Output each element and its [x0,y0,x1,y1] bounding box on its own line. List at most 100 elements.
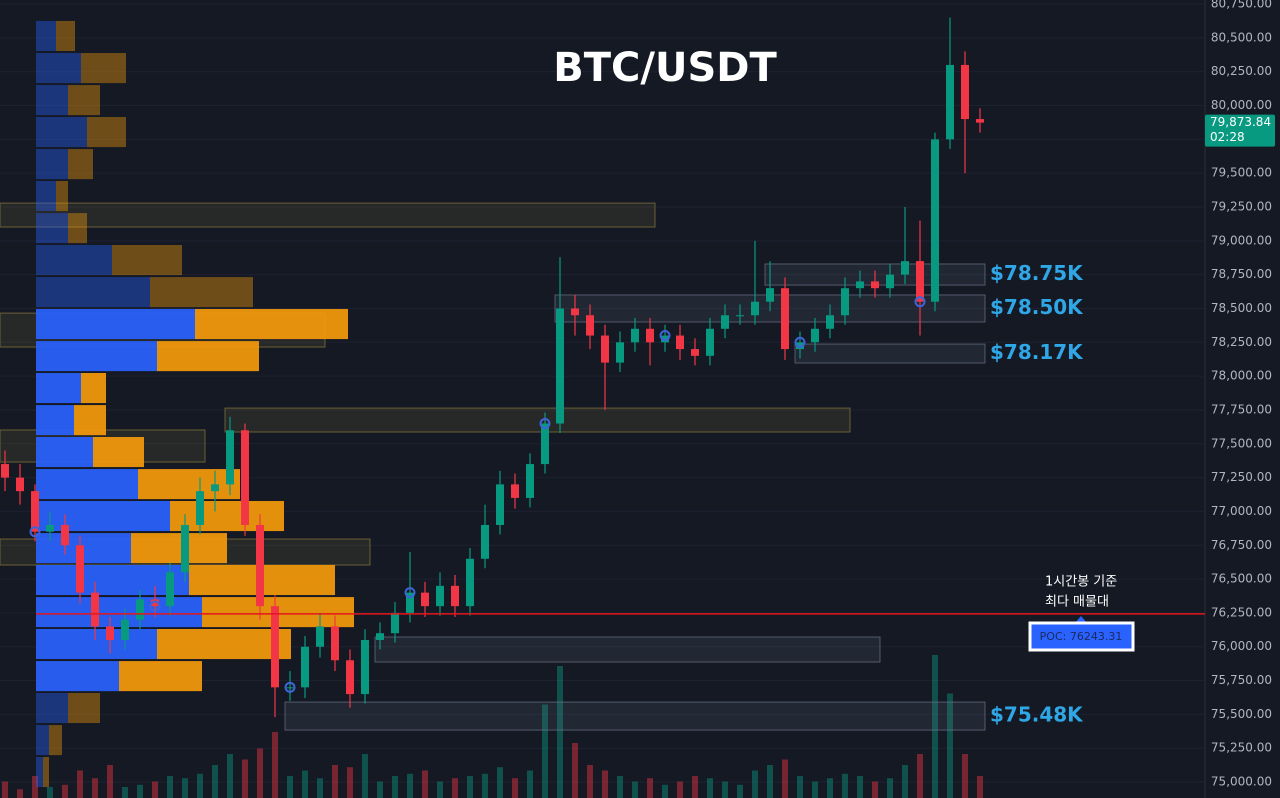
volume-bar [332,765,338,798]
volume-bar [92,778,98,798]
candle-body [931,139,939,302]
volume-bar [17,789,23,798]
candle-body [1,464,9,478]
profile-sell [93,437,144,468]
candle-body [511,484,519,498]
y-tick-label: 78,750.00 [1211,267,1272,281]
candle-body [466,558,474,607]
candle-body [526,464,534,498]
price-tag [1205,114,1275,147]
profile-buy [36,309,195,340]
volume-bar [857,776,863,798]
y-tick-label: 75,500.00 [1211,707,1272,721]
candle-body [601,335,609,363]
candle-body [256,524,264,607]
candle-body [76,545,84,593]
volume-bar [317,778,323,798]
candle-body [286,687,294,689]
y-tick-label: 78,500.00 [1211,301,1272,315]
profile-sell [81,53,126,84]
volume-bar [422,770,428,798]
price-tag-countdown: 02:28 [1210,130,1245,144]
y-tick-label: 79,000.00 [1211,233,1272,247]
candle-body [166,572,174,607]
profile-sell [87,117,126,148]
candle-body [631,328,639,343]
profile-buy [36,501,170,532]
candle-body [946,64,954,140]
profile-buy [36,181,56,212]
volume-bar [707,778,713,798]
profile-buy [36,277,150,308]
volume-bar [767,765,773,798]
candle-body [331,626,339,661]
volume-bar [797,776,803,798]
zone-label: $78.50K [990,295,1084,319]
volume-bar [827,778,833,798]
y-tick-label: 75,750.00 [1211,673,1272,687]
signal-marker [539,417,551,429]
candle-body [46,524,54,532]
volume-bar [452,778,458,798]
annotation: 최다 매물대 [1045,595,1109,610]
candle-body [751,301,759,316]
y-tick-label: 79,500.00 [1211,166,1272,180]
profile-sell [157,628,291,660]
profile-buy [36,564,189,596]
volume-bar [287,776,293,798]
volume-bar [527,770,533,798]
volume-bar [557,666,563,798]
profile-buy [36,213,68,244]
profile-buy [36,628,157,660]
volume-bar [152,781,158,798]
poc-pointer [1075,616,1087,623]
poc-box [1028,621,1135,652]
y-tick-label: 80,000.00 [1211,98,1272,112]
candle-body [241,430,249,525]
profile-sell [131,533,227,564]
profile-sell [138,469,240,500]
profile-sell [56,181,68,212]
profile-buy [36,597,202,628]
volume-bar [677,781,683,798]
candle-body [976,119,984,123]
candle-body [481,524,489,559]
candle-body [16,477,24,492]
volume-bar [662,784,668,798]
volume-bar [377,781,383,798]
volume-bar [812,781,818,798]
volume-bar [587,765,593,798]
candle-body [496,484,504,525]
volume-bar [647,778,653,798]
candle-body [61,524,69,546]
zone [0,202,656,228]
candle-body [361,639,369,695]
volume-bar [227,754,233,798]
profile-buy [36,245,112,276]
volume-bar [737,784,743,798]
candle-body [226,430,234,485]
volume-bar [107,765,113,798]
volume-bar [947,693,953,798]
y-tick-label: 77,750.00 [1211,402,1272,416]
volume-bar [692,776,698,798]
candle-body [346,660,354,695]
zone [284,701,986,731]
profile-buy [36,373,81,404]
volume-bar [917,754,923,798]
volume-bar [602,770,608,798]
signal-marker [149,600,161,612]
candle-body [706,328,714,356]
candle-body [151,599,159,607]
candle-body [451,585,459,607]
profile-sell [68,692,100,724]
volume-bar [197,773,203,798]
zone [374,636,881,663]
y-tick-label: 76,250.00 [1211,605,1272,619]
zone-label: $78.75K [990,261,1084,285]
volume-bar [242,759,248,798]
profile-buy [36,117,87,148]
y-tick-label: 78,000.00 [1211,369,1272,383]
volume-bar [62,784,68,798]
candle-body [571,308,579,316]
